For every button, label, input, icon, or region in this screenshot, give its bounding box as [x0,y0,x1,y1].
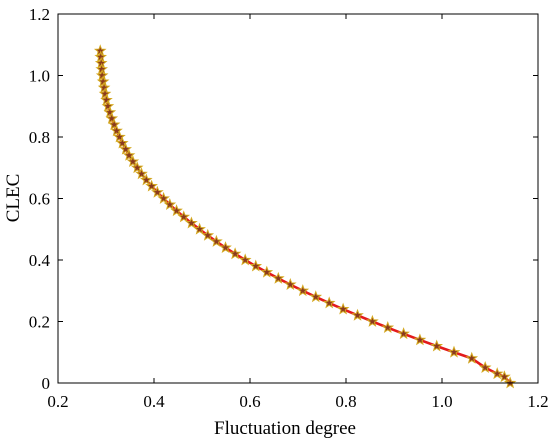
data-point [113,130,126,143]
data-point [100,93,113,106]
y-tick-label: 0 [42,374,51,393]
y-tick-label: 0.8 [29,128,50,147]
data-point [336,302,350,315]
data-point [101,99,115,112]
data-point [210,234,223,247]
x-axis-title: Fluctuation degree [214,418,356,439]
data-point [177,210,191,223]
x-tick-label: 1.0 [431,392,452,411]
data-point [103,105,117,118]
data-point [238,253,252,266]
data-point [478,361,492,373]
series-group [93,44,517,389]
data-point [249,259,263,272]
data-point [151,185,164,198]
data-point [284,277,297,290]
data-point [170,204,183,217]
data-point [430,339,444,352]
y-tick-label: 1.0 [29,67,50,86]
data-point [185,216,198,229]
data-point [145,179,158,192]
data-point [135,167,148,180]
data-point [228,247,242,260]
y-tick-label: 0.2 [29,313,50,332]
data-point [219,241,232,254]
data-point [98,87,112,100]
data-point [309,290,323,303]
data-point [122,148,136,161]
data-point [272,271,285,284]
data-point [498,370,511,383]
data-point [381,321,395,334]
y-tick-label: 1.2 [29,5,50,24]
data-point [465,351,479,364]
data-point [490,367,504,380]
data-point [140,173,153,186]
data-point [201,228,215,241]
axes: 0.2 0.4 0.6 0.8 1.0 1.200.20.40.60.81.01.2 [29,5,549,411]
data-point [116,136,129,149]
data-point [296,284,310,297]
data-point [163,198,177,211]
x-tick-label: 0.6 [239,392,260,411]
data-point [105,111,119,124]
data-point [126,154,140,167]
data-point [322,296,336,309]
x-tick-label: 0.4 [143,392,165,411]
x-tick-label: 1.2 [527,392,548,411]
data-point [366,314,379,327]
x-tick-label: 0.2 [47,392,68,411]
data-point [260,265,274,278]
data-point [413,333,427,346]
data-point [119,142,132,155]
data-point [397,327,410,340]
y-tick-label: 0.6 [29,190,50,209]
x-tick-label: 0.8 [335,392,356,411]
y-axis-title: CLEC [3,174,24,223]
data-point [157,191,170,204]
data-point [107,118,121,131]
plot-background [58,14,538,383]
plot-area [58,14,538,383]
data-point [130,161,144,174]
data-point [110,124,123,137]
y-tick-label: 0.4 [29,251,51,270]
data-point [193,222,206,235]
data-point [351,308,364,321]
data-point [447,345,461,358]
